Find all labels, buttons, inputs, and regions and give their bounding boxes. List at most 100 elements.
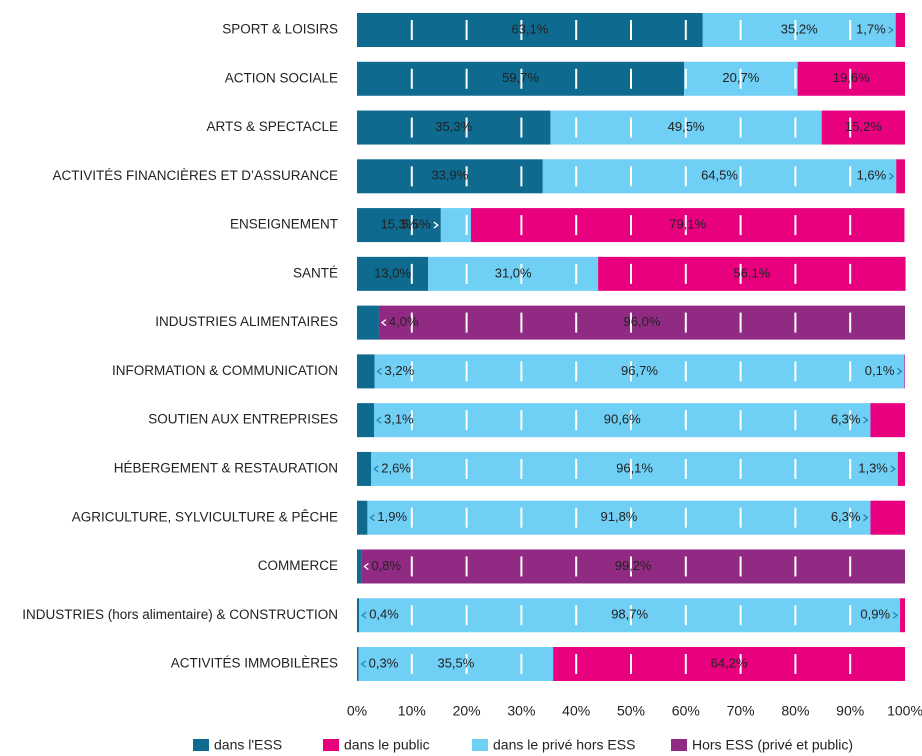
x-tick-label: 0% bbox=[347, 703, 367, 719]
value-label: 0,8% bbox=[371, 558, 401, 573]
arrow bbox=[888, 26, 894, 34]
value-label: 35,5% bbox=[437, 655, 474, 670]
bar-segment bbox=[542, 159, 897, 194]
value-label: 0,9% bbox=[860, 607, 890, 622]
bar-segment bbox=[870, 500, 905, 535]
bar-segment bbox=[371, 451, 898, 486]
value-label: 6,3% bbox=[831, 509, 861, 524]
value-label: 99,2% bbox=[615, 558, 652, 573]
category-label: INDUSTRIES (hors alimentaire) & CONSTRUC… bbox=[22, 607, 338, 622]
bar-segment bbox=[357, 549, 362, 584]
bar-segment bbox=[470, 208, 905, 243]
legend-label: dans le public bbox=[344, 737, 430, 753]
legend-label: dans l'ESS bbox=[214, 737, 282, 753]
arrow bbox=[897, 367, 903, 375]
bar-segment bbox=[900, 598, 905, 633]
bar-segment bbox=[357, 159, 543, 194]
x-tick-label: 20% bbox=[453, 703, 481, 719]
value-label: 64,5% bbox=[701, 168, 738, 183]
value-label: 3,2% bbox=[385, 363, 415, 378]
value-label: 19,6% bbox=[833, 70, 870, 85]
value-label: 56,1% bbox=[733, 265, 770, 280]
value-label: 5,5% bbox=[401, 217, 431, 232]
bar-segment bbox=[361, 549, 905, 584]
x-tick-label: 30% bbox=[507, 703, 535, 719]
category-label: ARTS & SPECTACLE bbox=[206, 119, 338, 134]
category-label: ACTIVITÉS FINANCIÈRES ET D’ASSURANCE bbox=[52, 168, 338, 183]
category-label: SANTÉ bbox=[293, 265, 338, 280]
bar-segment bbox=[428, 256, 599, 291]
value-label: 2,6% bbox=[381, 460, 411, 475]
value-label: 4,0% bbox=[389, 314, 419, 329]
bar-segment bbox=[357, 110, 551, 145]
value-label: 96,0% bbox=[624, 314, 661, 329]
value-label: 98,7% bbox=[611, 607, 648, 622]
category-label: COMMERCE bbox=[258, 558, 338, 573]
bar-segment bbox=[357, 305, 379, 340]
arrow bbox=[363, 562, 369, 570]
arrow bbox=[863, 514, 869, 522]
bar-segment bbox=[553, 647, 905, 682]
x-tick-label: 90% bbox=[836, 703, 864, 719]
value-label: 33,9% bbox=[431, 168, 468, 183]
value-label: 64,2% bbox=[711, 655, 748, 670]
arrow bbox=[863, 416, 869, 424]
value-label: 49,5% bbox=[668, 119, 705, 134]
x-tick-label: 10% bbox=[398, 703, 426, 719]
value-label: 1,3% bbox=[858, 460, 888, 475]
category-label: ACTIVITÉS IMMOBILÈRES bbox=[171, 656, 338, 671]
arrow bbox=[890, 465, 896, 473]
arrow bbox=[376, 367, 382, 375]
value-label: 6,3% bbox=[831, 412, 861, 427]
bar-segment bbox=[357, 403, 374, 438]
value-label: 1,7% bbox=[856, 21, 886, 36]
bar-segment bbox=[357, 647, 359, 682]
value-label: 20,7% bbox=[722, 70, 759, 85]
arrow bbox=[373, 465, 379, 473]
bar-segment bbox=[357, 451, 372, 486]
bar-segment bbox=[598, 256, 906, 291]
value-label: 35,2% bbox=[781, 21, 818, 36]
value-label: 0,4% bbox=[369, 607, 399, 622]
arrow bbox=[360, 660, 367, 668]
value-label: 15,2% bbox=[845, 119, 882, 134]
bar-segment bbox=[373, 403, 871, 438]
x-tick-label: 100% bbox=[887, 703, 922, 719]
bar-segment bbox=[357, 598, 360, 633]
arrow bbox=[892, 611, 899, 619]
arrow bbox=[361, 611, 367, 619]
category-label: SOUTIEN AUX ENTREPRISES bbox=[148, 412, 338, 427]
bar-segment bbox=[357, 13, 703, 47]
value-label: 96,1% bbox=[616, 460, 653, 475]
category-label: INDUSTRIES ALIMENTAIRES bbox=[155, 314, 338, 329]
value-label: 31,0% bbox=[495, 265, 532, 280]
bar-segment bbox=[357, 208, 441, 243]
category-label: INFORMATION & COMMUNICATION bbox=[112, 363, 338, 378]
bar-segment bbox=[357, 354, 375, 389]
value-label: 90,6% bbox=[604, 412, 641, 427]
value-label: 79,1% bbox=[669, 217, 706, 232]
arrow bbox=[369, 514, 375, 522]
legend-label: Hors ESS (privé et public) bbox=[692, 737, 853, 753]
bar-segment bbox=[897, 451, 905, 486]
value-label: 35,3% bbox=[435, 119, 472, 134]
bar-segment bbox=[870, 403, 905, 438]
category-label: SPORT & LOISIRS bbox=[222, 22, 338, 37]
x-tick-label: 60% bbox=[672, 703, 700, 719]
category-label: ENSEIGNEMENT bbox=[230, 217, 338, 232]
value-label: 59,7% bbox=[502, 70, 539, 85]
bar-segment bbox=[896, 159, 905, 194]
bar-segment bbox=[702, 13, 896, 47]
value-label: 91,8% bbox=[601, 509, 638, 524]
value-label: 15,3% bbox=[380, 217, 417, 232]
x-tick-label: 70% bbox=[727, 703, 755, 719]
bar-segment bbox=[374, 354, 905, 389]
value-label: 1,6% bbox=[857, 168, 887, 183]
legend-swatch bbox=[472, 739, 488, 751]
bar-segment bbox=[359, 598, 901, 633]
value-label: 0,3% bbox=[369, 655, 399, 670]
bar-segment bbox=[821, 110, 905, 145]
x-tick-label: 40% bbox=[562, 703, 590, 719]
value-label: 0,1% bbox=[865, 363, 895, 378]
